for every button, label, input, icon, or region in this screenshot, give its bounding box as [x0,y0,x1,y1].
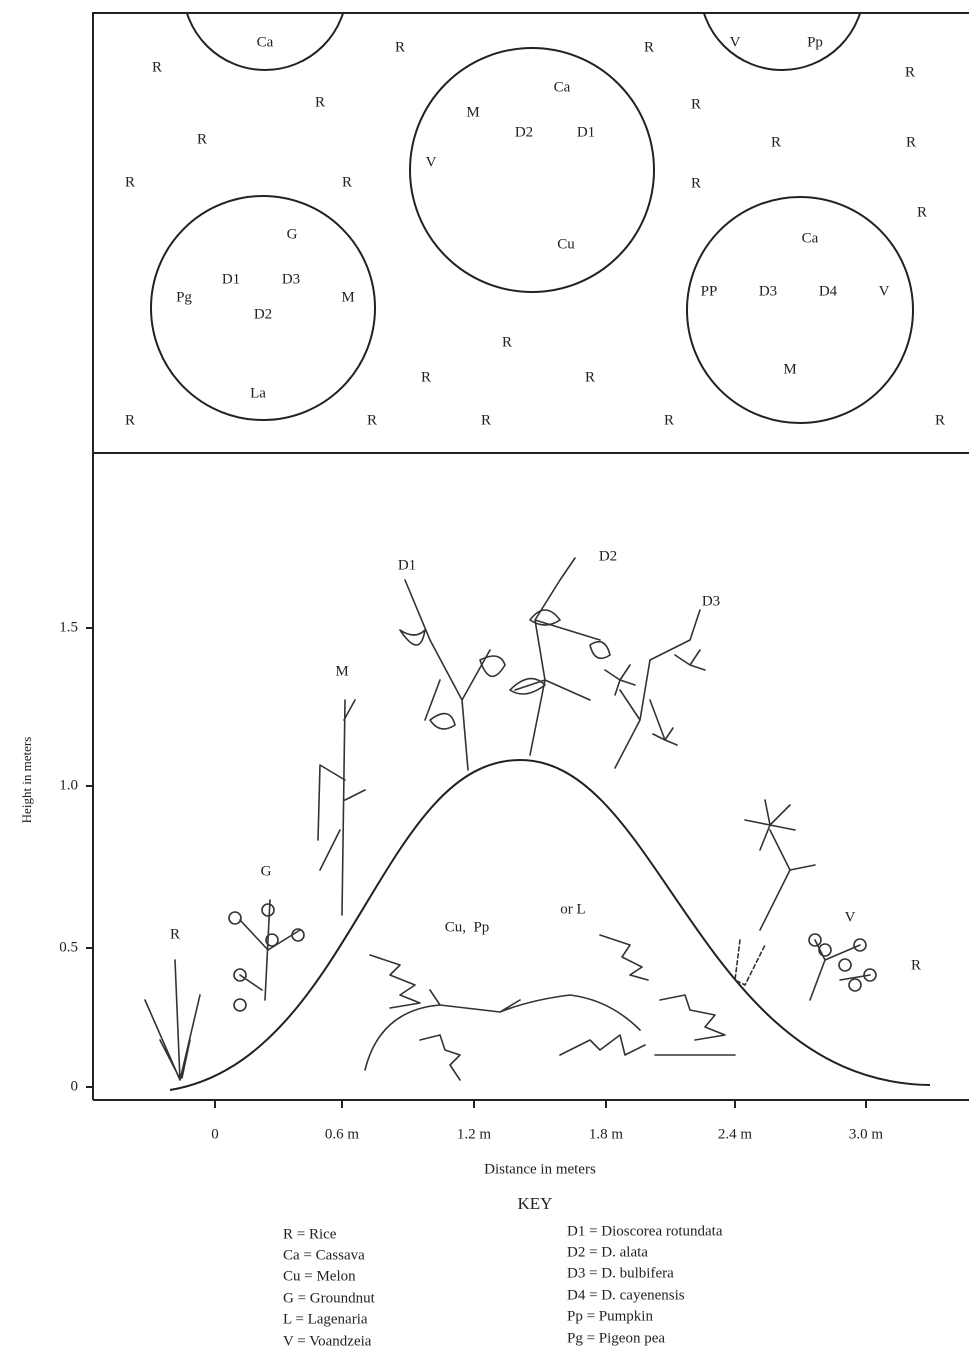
rice-label: R [664,412,674,428]
rice-label: R [395,39,405,55]
rice-label: R [644,39,654,55]
key-title: KEY [518,1194,553,1213]
rice-label: R [197,131,207,147]
crop-label: D3 [759,283,777,299]
crop-label: La [250,385,266,401]
key-entry: Pg = Pigeon pea [567,1330,665,1346]
rice-label: R [421,369,431,385]
crop-label: Pg [176,289,192,305]
rice-label: R [771,134,781,150]
rice-label: R [691,96,701,112]
crop-label: M [466,104,479,120]
key-entry: D3 = D. bulbifera [567,1265,674,1281]
rice-label: R [917,204,927,220]
crop-label: V [426,154,437,170]
rice-label: R [315,94,325,110]
plant-label: V [845,909,856,925]
y-tick-label: 0 [71,1078,79,1094]
crop-label: D4 [819,283,838,299]
rice-label: R [152,59,162,75]
rice-label: R [935,412,945,428]
plant-label: D2 [599,548,617,564]
key-entry: Ca = Cassava [283,1247,365,1263]
rice-label: R [502,334,512,350]
x-tick-label: 1.2 m [457,1126,492,1142]
y-tick-label: 0.5 [59,939,78,955]
x-tick-label: 0.6 m [325,1126,360,1142]
key-entry: R = Rice [283,1226,337,1242]
x-tick-label: 0 [211,1126,219,1142]
plant-label: M [335,663,348,679]
rice-label: R [367,412,377,428]
crop-label: M [783,361,796,377]
x-axis-label: Distance in meters [484,1161,596,1177]
key-entry: V = Voandzeia [283,1333,372,1349]
crop-label: D3 [282,271,300,287]
crop-label: PP [701,283,718,299]
key-entry: L = Lagenaria [283,1311,368,1327]
circle [409,47,655,293]
circle [150,195,376,421]
crop-label: V [879,283,890,299]
crop-label: D2 [254,306,272,322]
rice-label: R [481,412,491,428]
crop-label: G [287,226,298,242]
circle [185,13,345,71]
plants [144,557,877,1081]
key-entry: Pp = Pumpkin [567,1308,653,1324]
rice-label: R [125,174,135,190]
crop-label: V [730,34,741,50]
plant-label: Cu, Pp [445,919,490,935]
plant-label: R [170,926,180,942]
crop-label: Ca [802,230,819,246]
crop-label: Ca [257,34,274,50]
circle [702,13,862,71]
rice-label: R [125,412,135,428]
rice-label: R [342,174,352,190]
rice-label: R [905,64,915,80]
crop-label: Cu [557,236,575,252]
plan-frame [92,12,969,454]
crop-label: Pp [807,34,823,50]
key-entry: G = Groundnut [283,1290,376,1306]
crop-label: D2 [515,124,533,140]
crop-label: M [341,289,354,305]
crop-label: Ca [554,79,571,95]
x-tick-label: 2.4 m [718,1126,753,1142]
rice-label: R [691,175,701,191]
rice-label: R [906,134,916,150]
plant-label: D3 [702,593,720,609]
y-axis-label: Height in meters [19,737,34,824]
key-entry: Cu = Melon [283,1268,356,1284]
y-tick-label: 1.0 [59,777,78,793]
x-tick-label: 3.0 m [849,1126,884,1142]
rice-label: R [585,369,595,385]
plant-label: or L [560,901,585,917]
x-tick-label: 1.8 m [589,1126,624,1142]
plan-circles [150,13,914,424]
y-tick-label: 1.5 [59,619,78,635]
plant-label: R [911,957,921,973]
crop-label: D1 [222,271,240,287]
plant-label: G [261,863,272,879]
circle [686,196,914,424]
mound [169,758,931,1091]
key-entry: D2 = D. alata [567,1244,648,1260]
key-entry: D1 = Dioscorea rotundata [567,1223,723,1239]
plant-label: D1 [398,557,416,573]
crop-label: D1 [577,124,595,140]
key-entry: D4 = D. cayenensis [567,1287,685,1303]
